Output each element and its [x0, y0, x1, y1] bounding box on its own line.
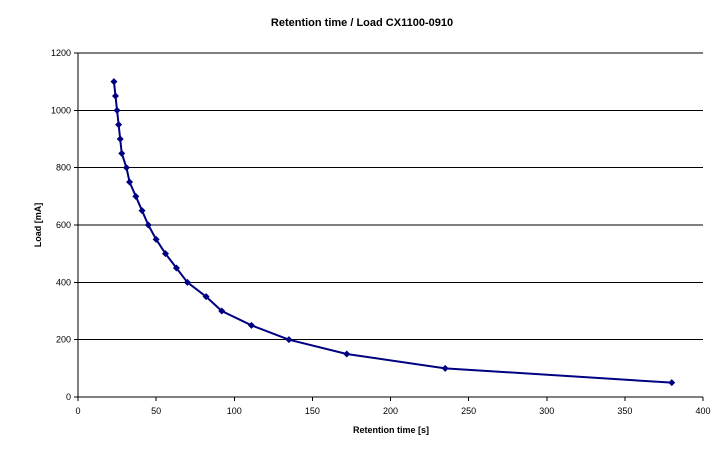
- data-point: [118, 149, 126, 157]
- data-point: [162, 250, 169, 258]
- data-point: [172, 264, 180, 272]
- x-tick-label: 0: [75, 406, 80, 416]
- data-point: [343, 350, 351, 358]
- y-tick-label: 0: [66, 392, 71, 402]
- y-axis-label: Load [mA]: [33, 203, 43, 248]
- series-group: [110, 78, 676, 387]
- x-axis-label: Retention time [s]: [353, 425, 429, 435]
- data-point: [183, 278, 191, 286]
- x-tick-label: 150: [305, 406, 320, 416]
- y-tick-label: 800: [56, 163, 71, 173]
- x-tick-label: 400: [695, 406, 710, 416]
- data-point: [247, 321, 255, 329]
- x-tick-label: 250: [461, 406, 476, 416]
- x-tick-label: 300: [539, 406, 554, 416]
- series-line: [112, 81, 672, 384]
- data-point: [126, 178, 134, 186]
- y-tick-label: 1000: [51, 105, 71, 115]
- x-tick-label: 100: [227, 406, 242, 416]
- data-point: [112, 92, 119, 100]
- data-point: [285, 336, 293, 344]
- x-tick-labels: 0 50 100 150 200 250 300 350 400: [75, 406, 710, 416]
- data-point: [202, 293, 210, 301]
- x-tick-label: 50: [151, 406, 161, 416]
- data-point: [113, 106, 121, 114]
- data-point: [138, 207, 146, 215]
- data-point: [441, 364, 449, 372]
- data-point: [116, 135, 124, 143]
- x-tick-label: 350: [617, 406, 632, 416]
- data-point: [152, 235, 160, 243]
- x-tick-label: 200: [383, 406, 398, 416]
- y-tick-label: 1200: [51, 48, 71, 58]
- data-point: [115, 121, 123, 129]
- axes: [74, 52, 704, 401]
- y-tick-label: 200: [56, 335, 71, 345]
- y-tick-label: 400: [56, 277, 71, 287]
- data-point: [144, 221, 152, 229]
- y-tick-labels: 0 200 400 600 800 1000 1200: [51, 48, 71, 402]
- gridlines: [78, 52, 703, 341]
- data-point: [668, 379, 676, 387]
- data-point: [132, 192, 140, 200]
- data-point: [122, 164, 130, 172]
- data-point: [110, 78, 118, 86]
- data-point: [218, 307, 226, 315]
- chart-title: Retention time / Load CX1100-0910: [271, 17, 453, 29]
- y-tick-label: 600: [56, 220, 71, 230]
